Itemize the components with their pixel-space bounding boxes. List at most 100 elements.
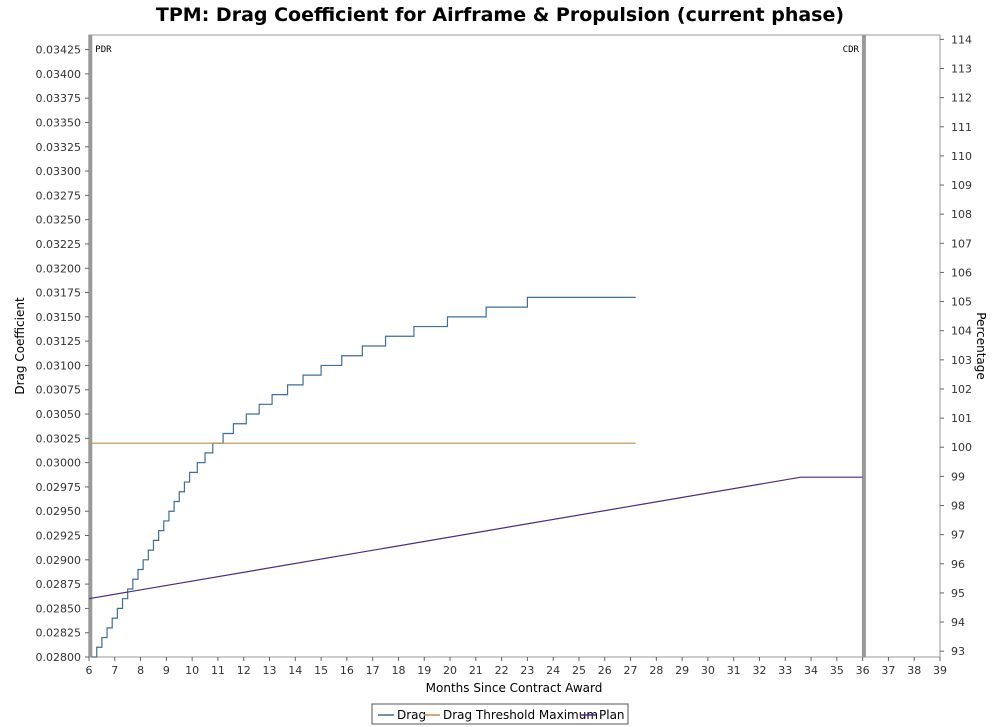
x-tick-label: 18 — [391, 664, 405, 677]
y-tick-label: 0.02800 — [36, 651, 82, 664]
y2-tick-label: 99 — [951, 470, 965, 483]
legend-item-plan: Plan — [599, 708, 625, 722]
y-tick-label: 0.03125 — [36, 335, 82, 348]
x-tick-label: 28 — [649, 664, 663, 677]
y-axis-left: 0.02800 0.02825 0.02850 0.02875 0.02900 0.029… — [36, 44, 89, 664]
x-tick-label: 20 — [443, 664, 457, 677]
y-tick-label: 0.02825 — [36, 627, 82, 640]
x-tick-label: 36 — [856, 664, 870, 677]
y-tick-label: 0.02925 — [36, 530, 82, 543]
x-tick-label: 27 — [624, 664, 638, 677]
y-tick-label: 0.03150 — [36, 311, 82, 324]
y2-tick-label: 94 — [951, 616, 965, 629]
series-line-drag — [91, 296, 636, 658]
y-tick-label: 0.03175 — [36, 287, 82, 300]
y-tick-label: 0.03000 — [36, 457, 82, 470]
y-tick-label: 0.02875 — [36, 578, 82, 591]
y2-axis-label: Percentage — [974, 312, 988, 380]
y-tick-label: 0.03225 — [36, 238, 82, 251]
x-tick-label: 7 — [111, 664, 118, 677]
y2-tick-label: 114 — [951, 33, 972, 46]
x-tick-label: 25 — [572, 664, 586, 677]
x-tick-label: 21 — [469, 664, 483, 677]
legend-box — [371, 703, 629, 725]
y-axis-label: Drag Coefficient — [13, 297, 27, 395]
x-tick-label: 34 — [804, 664, 818, 677]
series-layer — [88, 296, 863, 658]
x-tick-label: 26 — [598, 664, 612, 677]
legend: Drag Drag Threshold Maximum Plan — [371, 703, 629, 725]
x-tick-label: 6 — [86, 664, 93, 677]
x-tick-label: 14 — [288, 664, 302, 677]
y2-tick-label: 97 — [951, 529, 965, 542]
y-tick-label: 0.02950 — [36, 505, 82, 518]
x-tick-label: 39 — [933, 664, 947, 677]
y-tick-label: 0.03025 — [36, 432, 82, 445]
x-tick-label: 32 — [752, 664, 766, 677]
y2-tick-label: 104 — [951, 325, 972, 338]
y2-tick-label: 103 — [951, 354, 972, 367]
y-tick-label: 0.03425 — [36, 44, 82, 57]
y-tick-label: 0.03250 — [36, 214, 82, 227]
x-tick-label: 17 — [366, 664, 380, 677]
y2-tick-label: 110 — [951, 150, 972, 163]
y2-tick-label: 109 — [951, 179, 972, 192]
milestone-label-pdr: PDR — [95, 45, 112, 55]
y-tick-label: 0.02900 — [36, 554, 82, 567]
x-axis: 6 7 8 9 10 11 12 13 14 15 16 17 18 19 20 21 22 23 24 25 26 27… — [86, 657, 947, 677]
series-line-plan — [88, 476, 863, 600]
x-tick-label: 16 — [340, 664, 354, 677]
x-tick-label: 33 — [778, 664, 792, 677]
y2-tick-label: 100 — [951, 441, 972, 454]
y2-tick-label: 93 — [951, 645, 965, 658]
chart-title: TPM: Drag Coefficient for Airframe & Pro… — [156, 4, 844, 26]
milestone-markers: PDR CDR — [88, 35, 866, 657]
y-tick-label: 0.02975 — [36, 481, 82, 494]
x-tick-label: 24 — [546, 664, 560, 677]
x-tick-label: 29 — [675, 664, 689, 677]
y-tick-label: 0.03050 — [36, 408, 82, 421]
y2-tick-label: 101 — [951, 412, 972, 425]
legend-item-drag: Drag — [397, 708, 426, 722]
y-tick-label: 0.03350 — [36, 116, 82, 129]
y2-tick-label: 106 — [951, 266, 972, 279]
y-tick-label: 0.03375 — [36, 92, 82, 105]
x-tick-label: 11 — [211, 664, 225, 677]
y2-tick-label: 96 — [951, 558, 965, 571]
x-tick-label: 13 — [263, 664, 277, 677]
y-tick-label: 0.03300 — [36, 165, 82, 178]
x-tick-label: 31 — [727, 664, 741, 677]
legend-item-drag-threshold-maximum: Drag Threshold Maximum — [443, 708, 598, 722]
x-tick-label: 37 — [881, 664, 895, 677]
y-tick-label: 0.03325 — [36, 141, 82, 154]
x-tick-label: 19 — [417, 664, 431, 677]
x-tick-label: 9 — [163, 664, 170, 677]
y2-tick-label: 111 — [951, 121, 972, 134]
plot-area — [88, 34, 941, 658]
y-axis-right: 93 94 95 96 97 98 99 100 101 102 103 104 105 106 107 10… — [940, 33, 972, 658]
x-tick-label: 10 — [185, 664, 199, 677]
y-tick-label: 0.03275 — [36, 189, 82, 202]
x-tick-label: 35 — [830, 664, 844, 677]
x-tick-label: 38 — [907, 664, 921, 677]
y2-tick-label: 102 — [951, 383, 972, 396]
x-tick-label: 8 — [137, 664, 144, 677]
x-tick-label: 12 — [237, 664, 251, 677]
y-tick-label: 0.03200 — [36, 262, 82, 275]
x-tick-label: 15 — [314, 664, 328, 677]
y2-tick-label: 108 — [951, 208, 972, 221]
x-tick-label: 22 — [495, 664, 509, 677]
y-tick-label: 0.03100 — [36, 359, 82, 372]
y2-tick-label: 95 — [951, 587, 965, 600]
y-tick-label: 0.02850 — [36, 602, 82, 615]
y-tick-label: 0.03400 — [36, 68, 82, 81]
milestone-label-cdr: CDR — [843, 45, 860, 55]
y2-tick-label: 107 — [951, 237, 972, 250]
y-tick-label: 0.03075 — [36, 384, 82, 397]
x-tick-label: 23 — [520, 664, 534, 677]
x-tick-label: 30 — [701, 664, 715, 677]
y2-tick-label: 98 — [951, 500, 965, 513]
y2-tick-label: 105 — [951, 296, 972, 309]
y2-tick-label: 113 — [951, 63, 972, 76]
y2-tick-label: 112 — [951, 92, 972, 105]
